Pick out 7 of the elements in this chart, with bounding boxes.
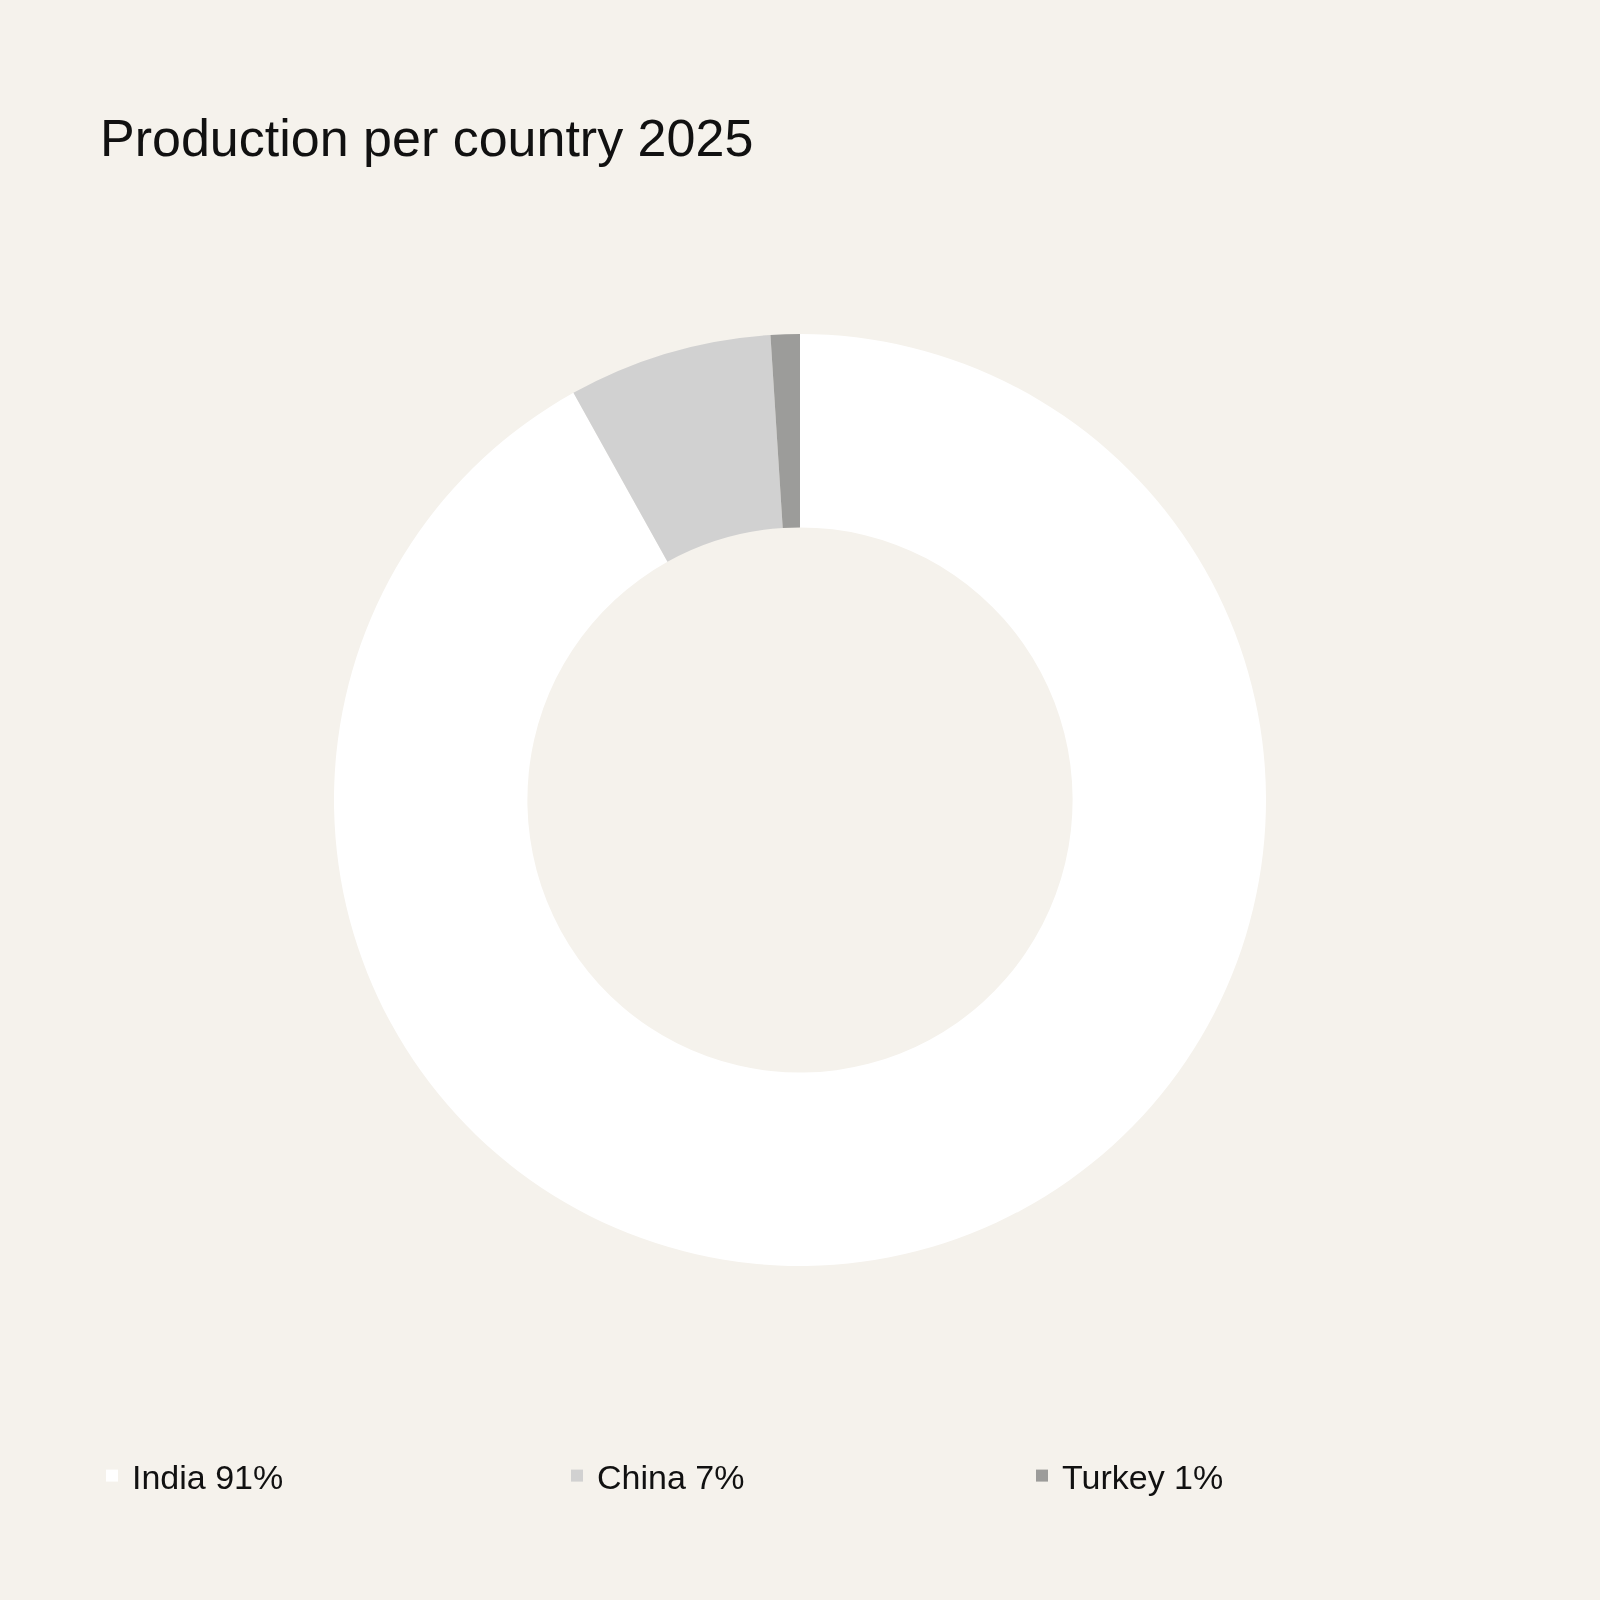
donut-slice [573, 334, 783, 562]
legend-label: China 7% [597, 1457, 745, 1496]
legend-label: India 91% [132, 1457, 284, 1496]
legend-label: Turkey 1% [1062, 1457, 1224, 1496]
donut-slice [770, 334, 800, 528]
donut-slice [334, 334, 1266, 1266]
chart-title: Production per country 2025 [100, 109, 754, 168]
